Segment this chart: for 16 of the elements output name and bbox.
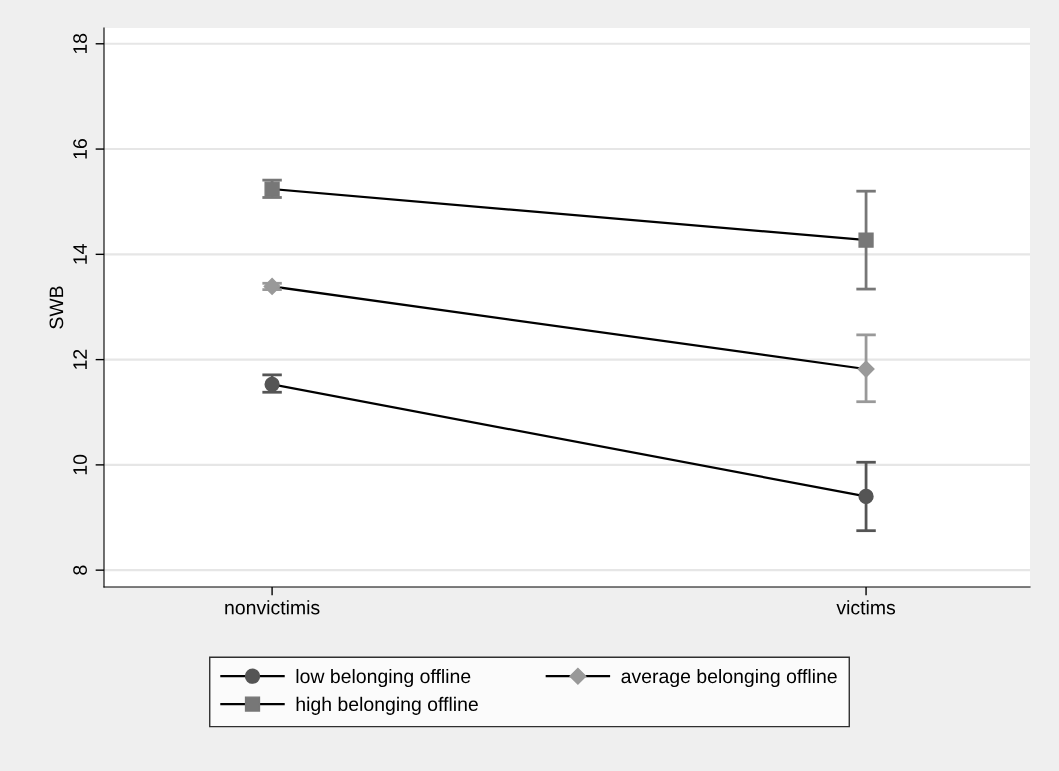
y-tick-label: 14 <box>73 244 87 264</box>
x-tick-label: nonvictimis <box>225 600 320 615</box>
y-tick-label: 8 <box>73 565 87 575</box>
point <box>858 232 874 248</box>
point <box>858 488 874 505</box>
legend-label: average belonging offline <box>621 668 837 688</box>
x-tick-label: victims <box>836 600 896 615</box>
legend-label: high belonging offline <box>296 696 478 715</box>
point <box>857 360 875 378</box>
legend-label: low belonging offline <box>296 668 471 688</box>
y-axis-title: SWB <box>49 286 64 329</box>
y-tick-label: 10 <box>73 454 87 475</box>
y-tick-label: 16 <box>73 139 87 159</box>
point <box>263 277 281 295</box>
y-tick-label: 18 <box>73 33 87 54</box>
y-tick-label: 12 <box>73 349 87 369</box>
